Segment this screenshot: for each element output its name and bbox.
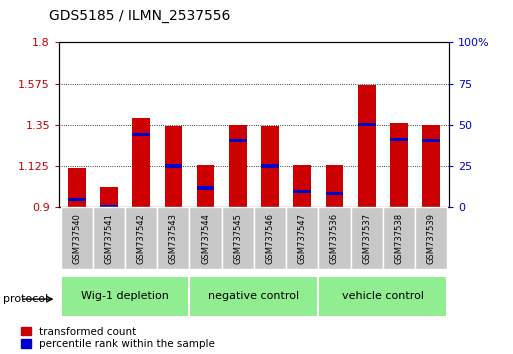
- Bar: [132, 118, 150, 207]
- Text: GSM737545: GSM737545: [233, 213, 242, 263]
- Bar: [93, 207, 125, 269]
- Bar: [286, 207, 319, 269]
- Bar: [319, 207, 350, 269]
- Bar: [261, 164, 279, 167]
- Bar: [254, 207, 286, 269]
- Bar: [157, 207, 189, 269]
- Text: GSM737539: GSM737539: [427, 212, 436, 264]
- Bar: [261, 126, 279, 207]
- Bar: [229, 125, 247, 207]
- Bar: [358, 85, 376, 207]
- Bar: [132, 133, 150, 137]
- Bar: [165, 126, 182, 207]
- Text: GSM737541: GSM737541: [105, 213, 113, 263]
- Text: GSM737537: GSM737537: [362, 212, 371, 264]
- Legend: transformed count, percentile rank within the sample: transformed count, percentile rank withi…: [21, 327, 215, 349]
- Bar: [358, 123, 376, 126]
- Text: vehicle control: vehicle control: [342, 291, 424, 302]
- Text: GSM737547: GSM737547: [298, 212, 307, 264]
- Bar: [415, 207, 447, 269]
- Text: GSM737540: GSM737540: [72, 213, 81, 263]
- Bar: [68, 198, 86, 201]
- Bar: [61, 276, 189, 317]
- Text: GSM737544: GSM737544: [201, 213, 210, 263]
- Text: protocol: protocol: [3, 294, 48, 304]
- Bar: [68, 168, 86, 207]
- Text: GSM737543: GSM737543: [169, 212, 178, 264]
- Bar: [61, 207, 93, 269]
- Text: Wig-1 depletion: Wig-1 depletion: [81, 291, 169, 302]
- Bar: [293, 165, 311, 207]
- Bar: [229, 139, 247, 142]
- Bar: [100, 205, 118, 208]
- Bar: [383, 207, 415, 269]
- Bar: [197, 165, 214, 207]
- Bar: [326, 165, 343, 207]
- Text: negative control: negative control: [208, 291, 300, 302]
- Bar: [422, 139, 440, 142]
- Bar: [390, 138, 408, 141]
- Bar: [100, 187, 118, 207]
- Bar: [319, 276, 447, 317]
- Text: GDS5185 / ILMN_2537556: GDS5185 / ILMN_2537556: [49, 9, 230, 23]
- Text: GSM737538: GSM737538: [394, 212, 403, 264]
- Bar: [189, 276, 319, 317]
- Text: GSM737546: GSM737546: [266, 212, 274, 264]
- Text: GSM737536: GSM737536: [330, 212, 339, 264]
- Text: GSM737542: GSM737542: [136, 213, 146, 263]
- Bar: [422, 125, 440, 207]
- Bar: [390, 123, 408, 207]
- Bar: [326, 192, 343, 195]
- Bar: [293, 190, 311, 193]
- Bar: [189, 207, 222, 269]
- Bar: [222, 207, 254, 269]
- Bar: [350, 207, 383, 269]
- Bar: [125, 207, 157, 269]
- Bar: [197, 186, 214, 189]
- Bar: [165, 164, 182, 167]
